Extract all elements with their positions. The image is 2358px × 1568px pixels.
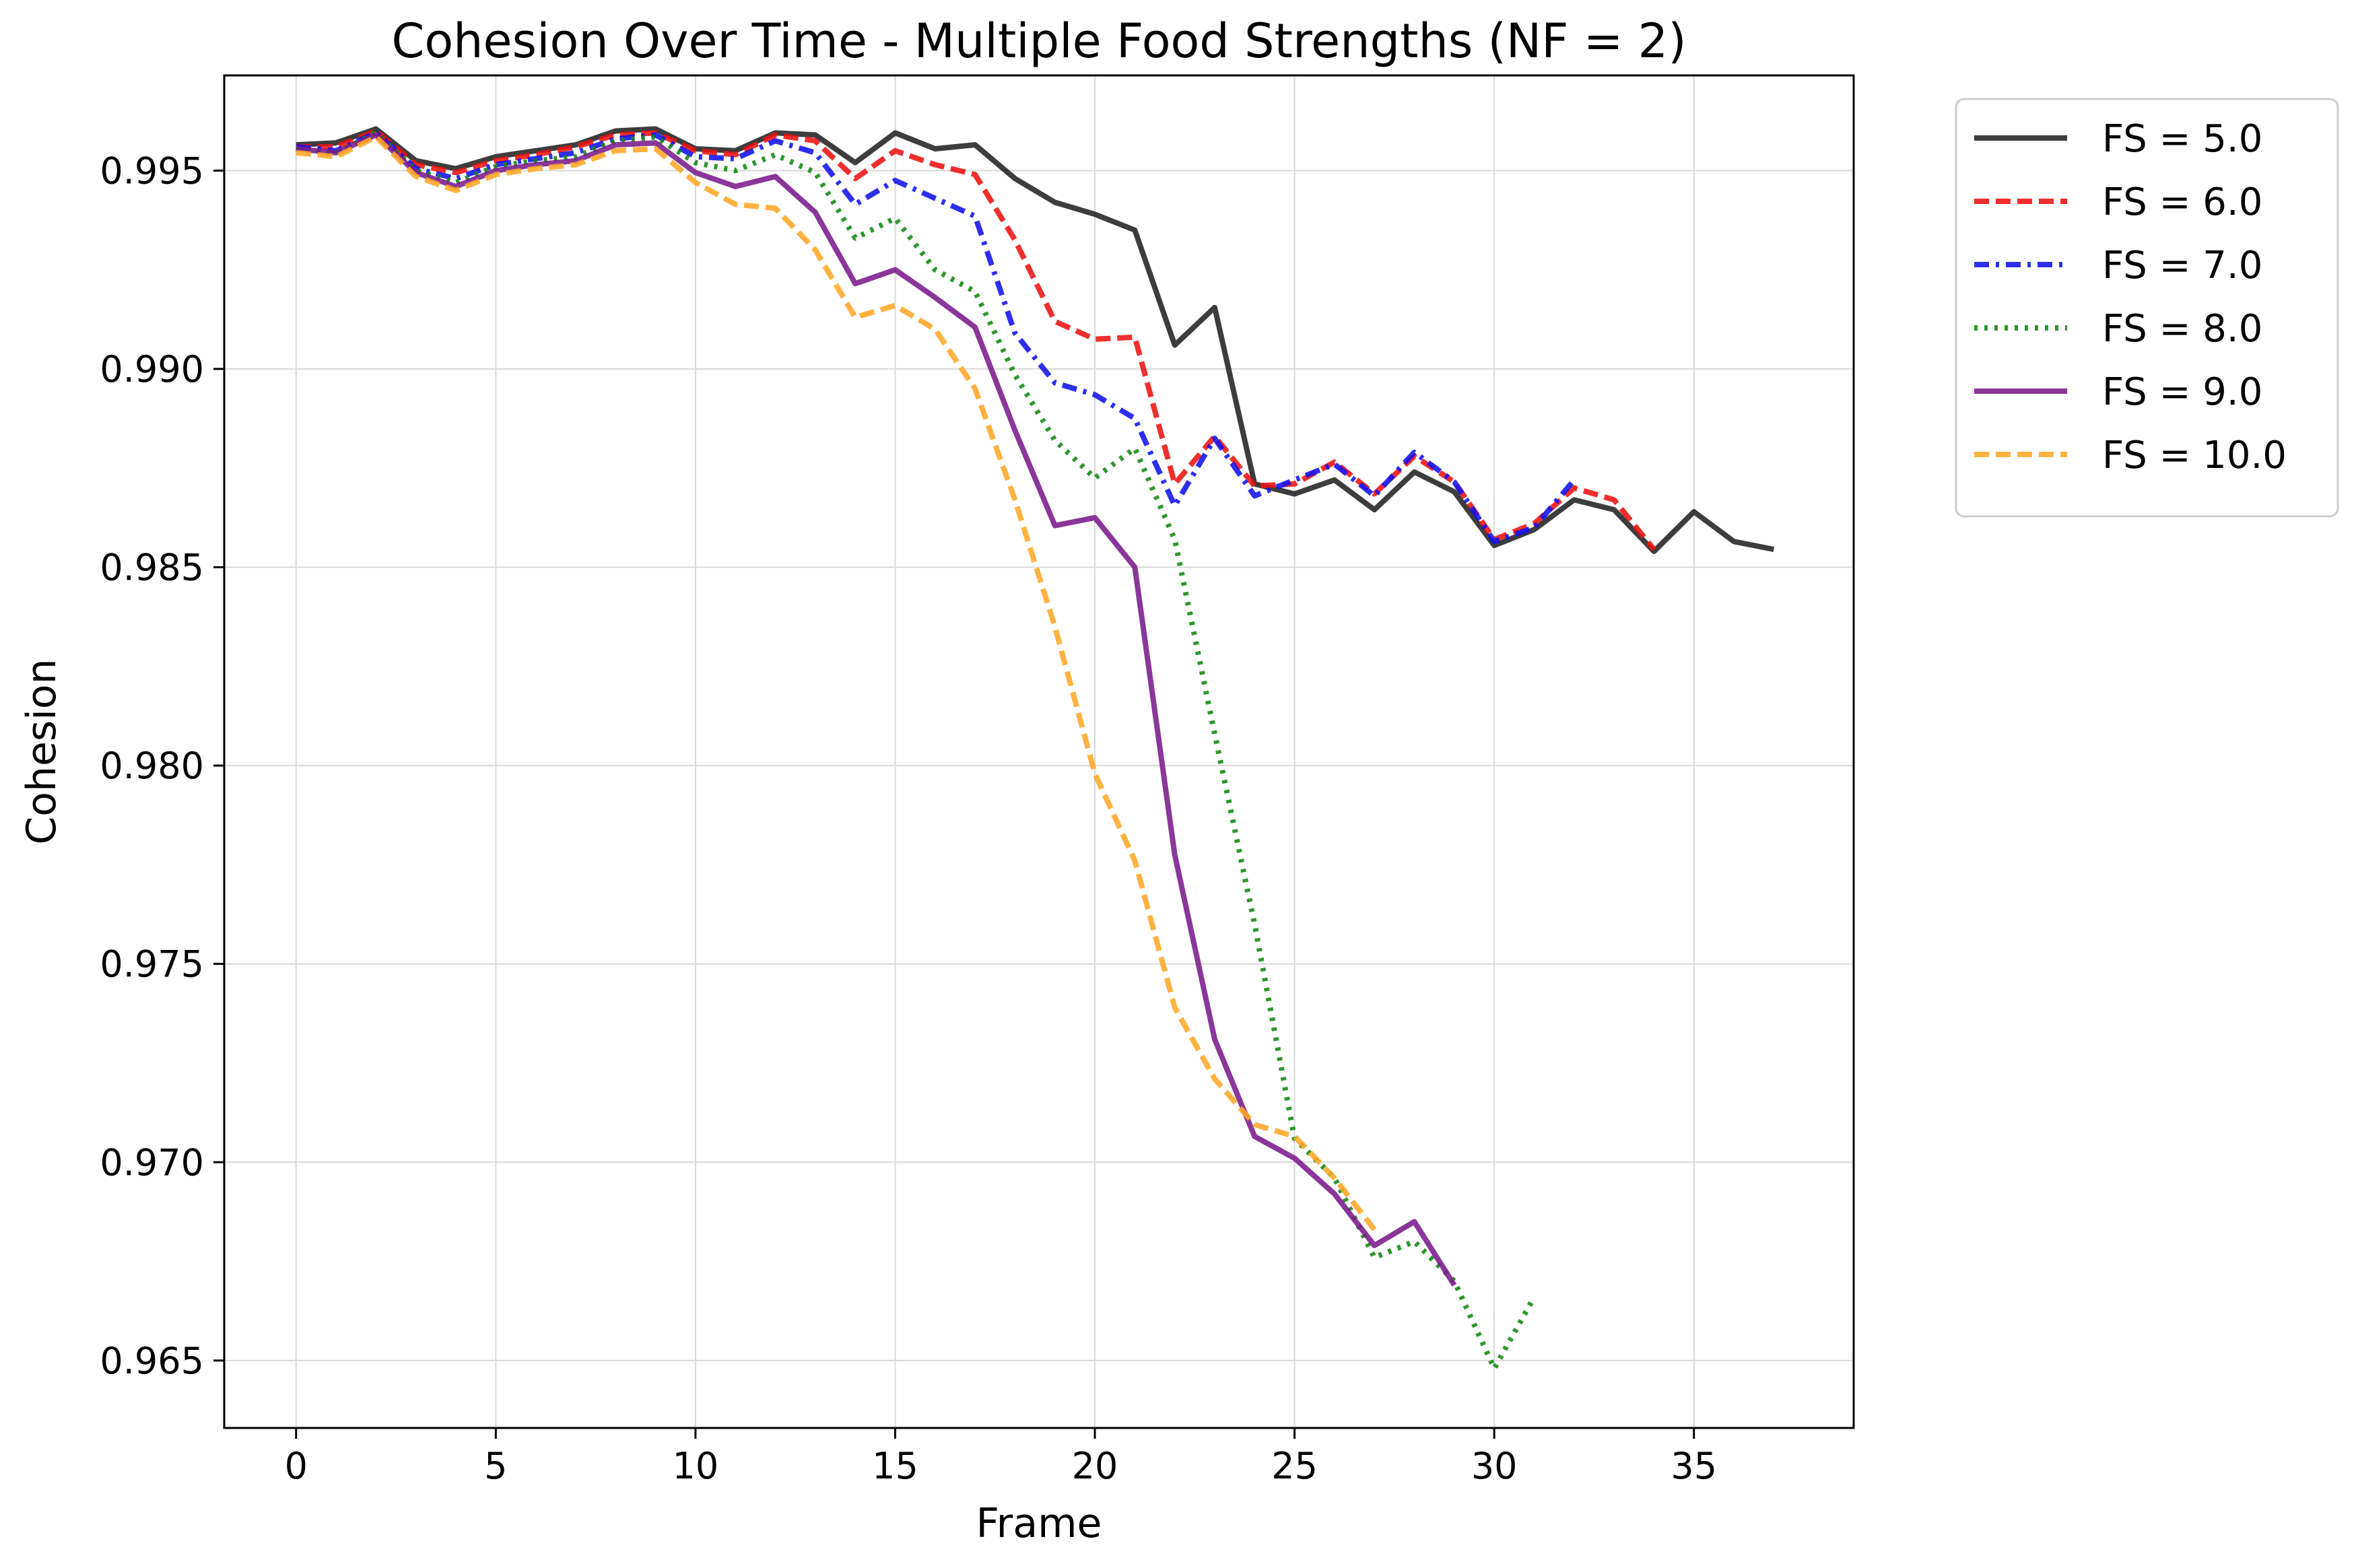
series-line-5 <box>296 132 1457 1287</box>
y-tick-label: 0.980 <box>100 745 204 787</box>
x-axis-ticks: 0 5 10 15 20 25 30 35 <box>285 1428 1717 1487</box>
y-tick-label: 0.985 <box>100 547 204 589</box>
legend-label-3: FS = 7.0 <box>2102 244 2262 287</box>
y-axis-label: Cohesion <box>18 658 65 844</box>
y-tick-label: 0.965 <box>100 1340 204 1382</box>
x-axis-label: Frame <box>976 1500 1102 1547</box>
chart-title: Cohesion Over Time - Multiple Food Stren… <box>391 13 1686 69</box>
x-tick-label: 10 <box>673 1445 719 1487</box>
x-tick-label: 35 <box>1671 1445 1717 1487</box>
x-tick-label: 15 <box>872 1445 918 1487</box>
y-tick-label: 0.995 <box>100 149 204 192</box>
legend-label-1: FS = 5.0 <box>2102 117 2262 161</box>
legend-label-2: FS = 6.0 <box>2102 180 2262 224</box>
series-line-6 <box>296 134 1377 1231</box>
legend-label-4: FS = 8.0 <box>2102 307 2262 351</box>
y-axis-ticks: 0.965 0.970 0.975 0.980 0.985 0.990 0.995 <box>100 149 224 1382</box>
legend-label-6: FS = 10.0 <box>2102 434 2287 477</box>
legend: FS = 5.0 FS = 6.0 FS = 7.0 FS = 8.0 FS = 9.0… <box>1955 98 2339 518</box>
grid-lines <box>224 75 1854 1428</box>
x-tick-label: 30 <box>1471 1445 1518 1487</box>
series-lines <box>296 126 1775 1371</box>
series-line-3 <box>296 130 1576 545</box>
x-tick-label: 5 <box>484 1445 507 1487</box>
plot-frame <box>223 74 1855 1429</box>
y-tick-label: 0.970 <box>100 1141 204 1184</box>
legend-label-5: FS = 9.0 <box>2102 370 2262 414</box>
y-tick-label: 0.990 <box>100 348 204 390</box>
x-tick-label: 25 <box>1271 1445 1318 1487</box>
y-tick-label: 0.975 <box>100 943 204 986</box>
x-tick-label: 0 <box>285 1445 308 1487</box>
x-tick-label: 20 <box>1072 1445 1118 1487</box>
